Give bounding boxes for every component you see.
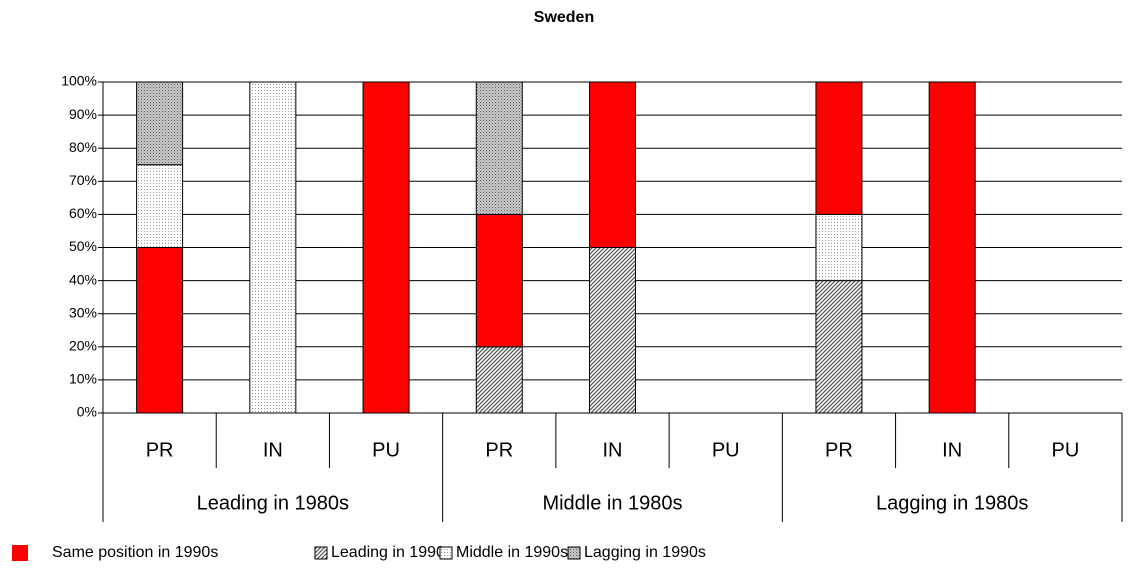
legend-swatch [439, 546, 453, 560]
legend-swatch [12, 545, 28, 561]
legend-label: Middle in 1990s [456, 544, 568, 561]
bar-segment [815, 81, 863, 215]
bar-segment [589, 247, 636, 414]
legend-swatch [567, 546, 581, 560]
y-tick-label: 90% [69, 106, 97, 122]
bar-segment [589, 81, 636, 248]
y-tick-label: 30% [69, 304, 97, 320]
x-tick-label: IN [603, 439, 623, 461]
bar-segment [815, 213, 863, 282]
bar-segment [928, 81, 976, 414]
bar-segment [362, 81, 410, 414]
bar-segment [249, 81, 297, 414]
y-tick-label: 100% [61, 73, 97, 89]
x-tick-label: PU [712, 439, 740, 461]
bar-segment [475, 346, 523, 414]
y-tick-label: 80% [69, 139, 97, 155]
y-tick-label: 40% [69, 271, 97, 287]
y-tick-label: 0% [77, 404, 97, 420]
bar-segment [475, 213, 523, 348]
x-tick-label: PU [1051, 439, 1079, 461]
legend-label: Leading in 1990s [331, 544, 453, 561]
y-tick-label: 10% [69, 371, 97, 387]
legend-label: Same position in 1990s [52, 544, 218, 561]
x-tick-label: IN [263, 439, 283, 461]
x-tick-label: IN [942, 439, 962, 461]
group-label: Middle in 1980s [542, 492, 682, 514]
y-tick-label: 70% [69, 172, 97, 188]
bar-segment [475, 81, 523, 215]
x-tick-label: PR [146, 439, 174, 461]
legend-swatch [314, 546, 328, 560]
x-tick-label: PU [372, 439, 400, 461]
group-label: Lagging in 1980s [876, 492, 1028, 514]
bar-segment [136, 164, 184, 248]
y-tick-label: 50% [69, 238, 97, 254]
x-tick-label: PR [825, 439, 853, 461]
group-label: Leading in 1980s [197, 492, 349, 514]
bar-segment [136, 247, 184, 414]
chart-title: Sweden [534, 9, 594, 26]
x-tick-label: PR [485, 439, 513, 461]
legend-label: Lagging in 1990s [584, 544, 706, 561]
bar-segment [815, 280, 863, 414]
bar-segment [136, 81, 184, 166]
y-tick-label: 60% [69, 205, 97, 221]
y-tick-label: 20% [69, 338, 97, 354]
